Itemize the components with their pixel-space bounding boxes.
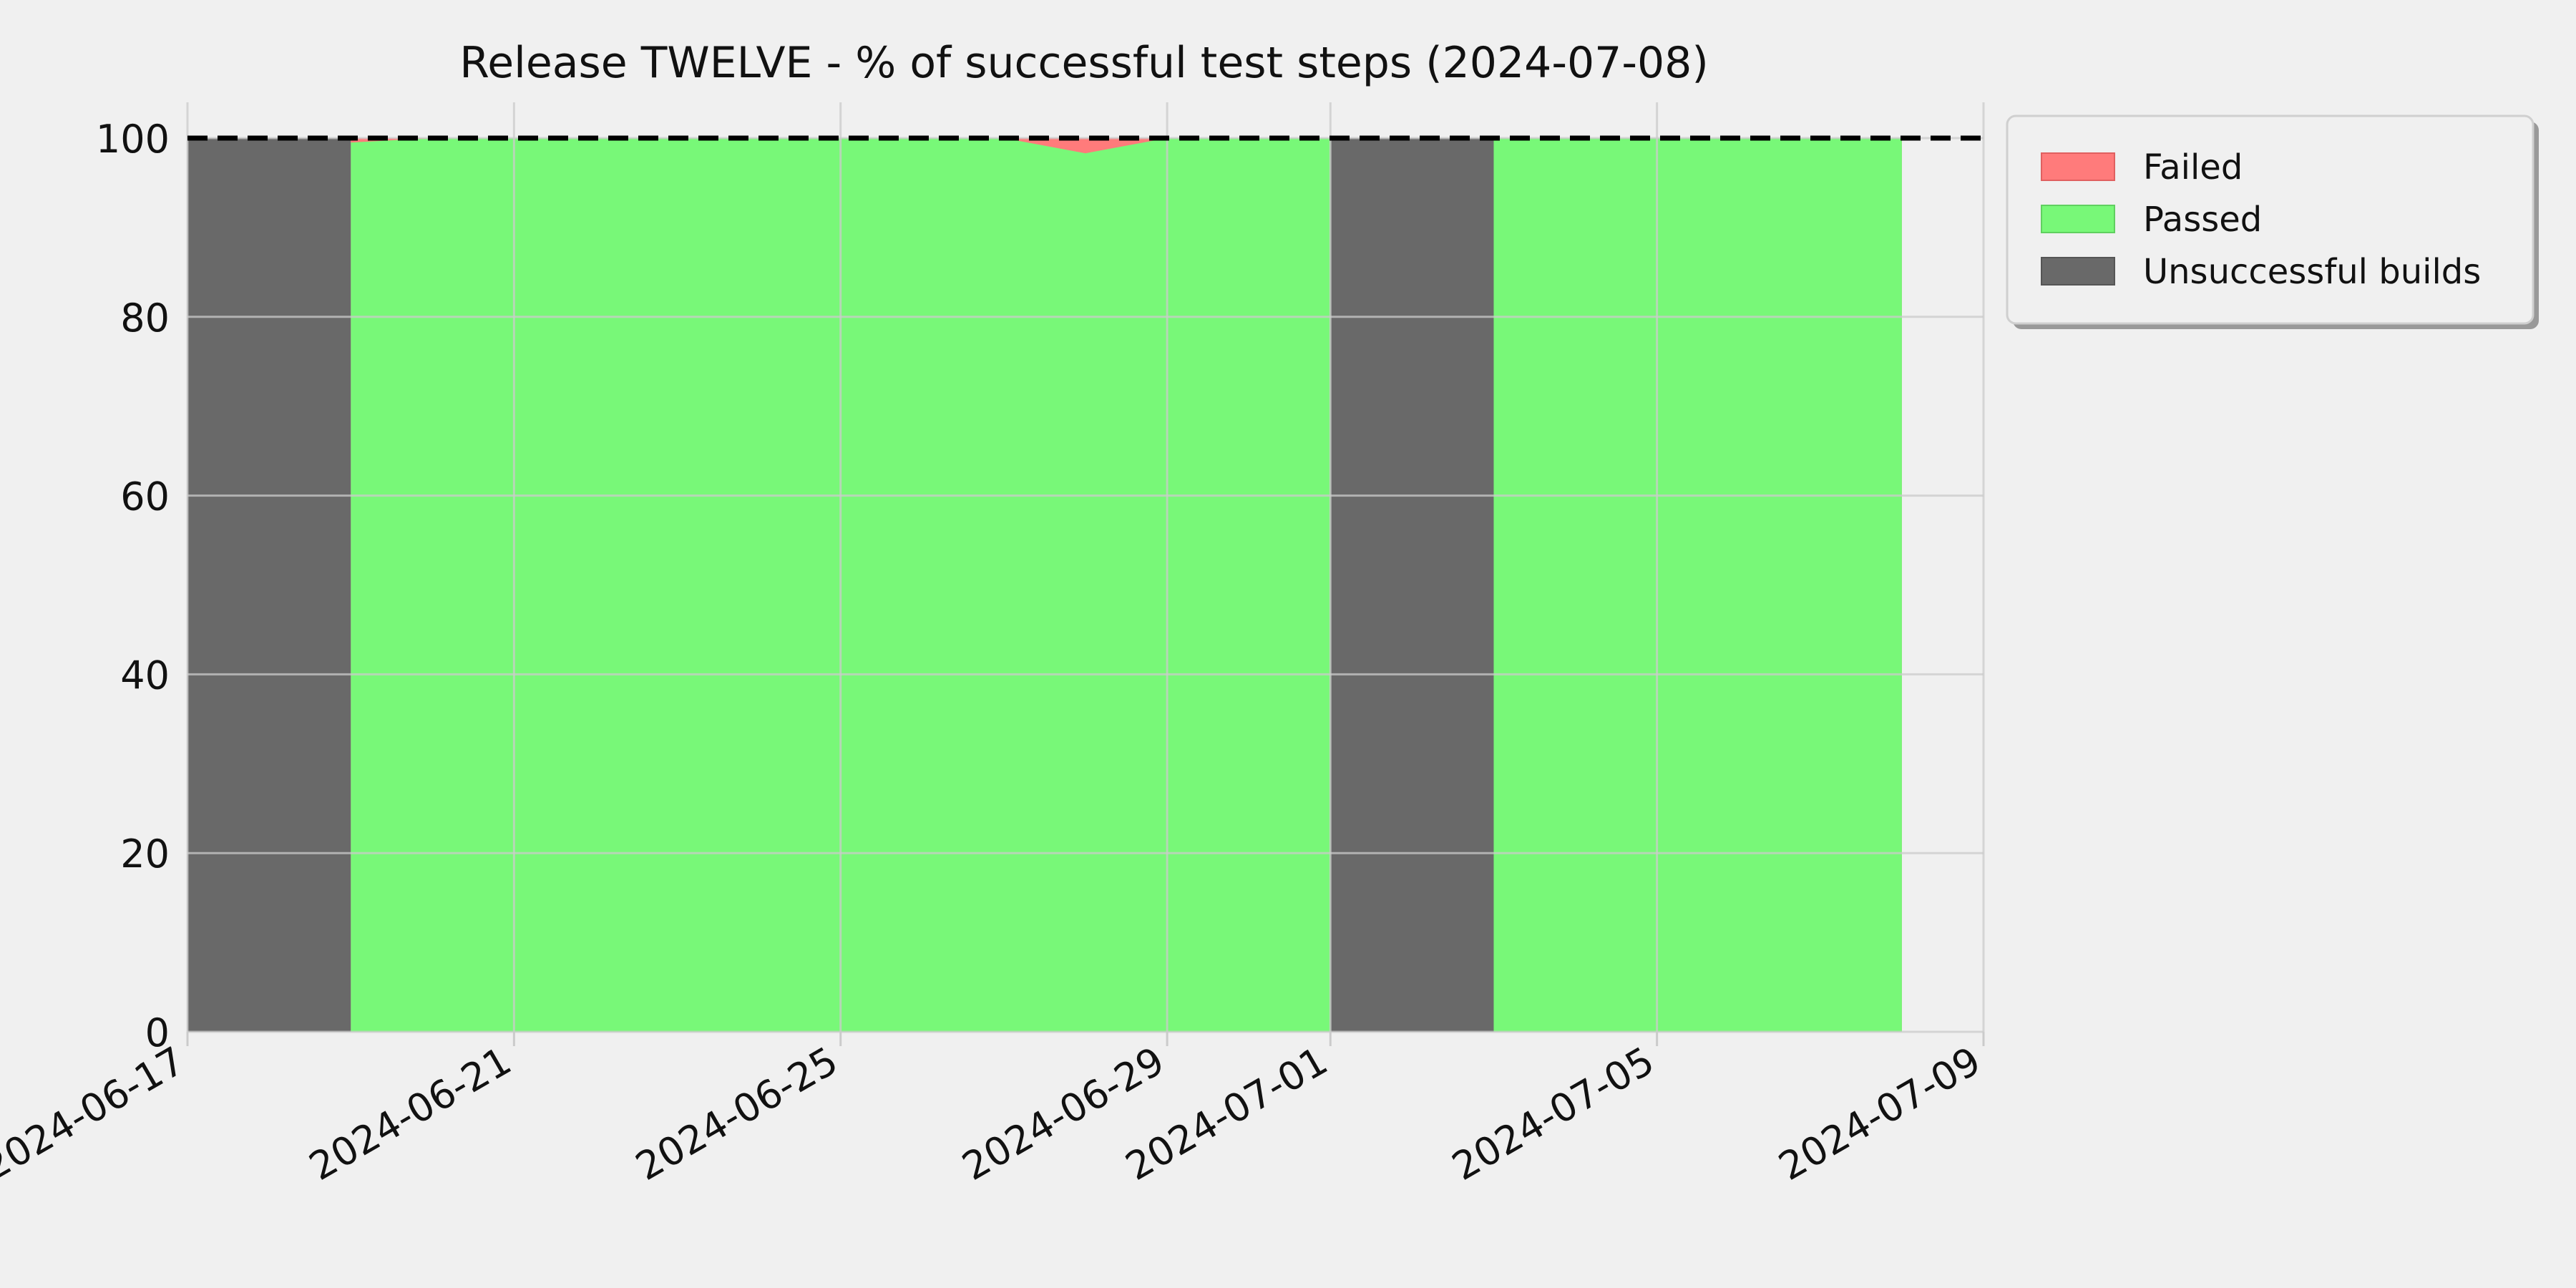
y-tick-label: 0 — [145, 1010, 170, 1055]
legend-label: Failed — [2143, 147, 2243, 187]
legend-swatch — [2041, 152, 2115, 181]
y-tick-label: 60 — [120, 474, 170, 519]
legend-label: Unsuccessful builds — [2143, 252, 2481, 292]
y-tick-label: 40 — [120, 653, 170, 698]
x-tick-label: 2024-06-21 — [302, 1038, 519, 1189]
y-tick-label: 20 — [120, 831, 170, 877]
x-tick-label: 2024-07-09 — [1771, 1038, 1988, 1189]
unsuccessful-build-bar — [1330, 137, 1494, 1032]
y-tick-label: 80 — [120, 296, 170, 341]
plot-area: 0 20 40 60 80 100 2024-06-17 2024-06-21 2024-06-… — [0, 102, 1989, 1189]
legend-swatch — [2041, 205, 2115, 233]
legend: Failed Passed Unsuccessful builds — [2006, 114, 2539, 329]
chart-title: Release TWELVE - % of successful test st… — [459, 38, 1708, 88]
x-tick-label: 2024-07-05 — [1445, 1038, 1662, 1189]
y-tick-label: 100 — [96, 117, 170, 162]
legend-box — [2006, 114, 2534, 325]
legend-swatch — [2041, 257, 2115, 286]
x-tick-label: 2024-06-25 — [628, 1038, 845, 1189]
passed-area — [351, 137, 1902, 1032]
x-tick-label: 2024-06-17 — [0, 1038, 192, 1189]
legend-label: Passed — [2143, 200, 2262, 240]
unsuccessful-build-bar — [187, 137, 351, 1032]
